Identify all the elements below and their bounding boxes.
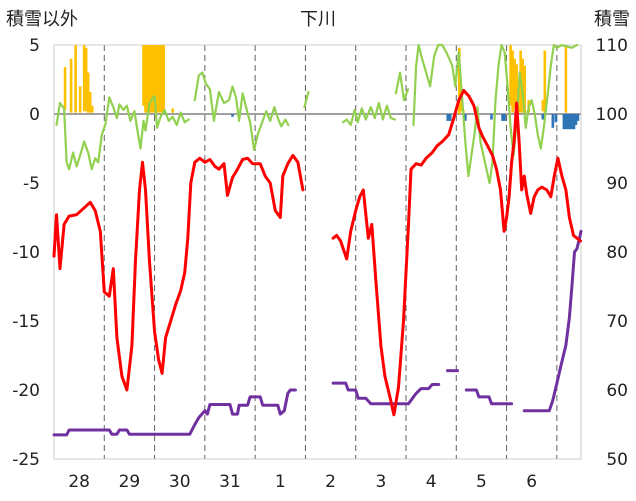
precip_bar-bar [446, 114, 450, 121]
data-lines [52, 43, 583, 437]
x-tick-label: 4 [426, 472, 437, 492]
snowfall-bar [154, 45, 157, 113]
y-tick-label-left: 0 [29, 105, 40, 125]
precip_bar-bar [464, 114, 467, 121]
y-tick-label-right: 50 [606, 450, 628, 470]
snowfall-bar [152, 45, 155, 113]
y-tick-label-left: -10 [12, 243, 40, 263]
x-tick-label: 1 [275, 472, 286, 492]
x-tick-label: 29 [119, 472, 141, 492]
snowfall-bar [144, 45, 147, 113]
precip_bar-bar [501, 114, 504, 121]
precip_bar-bar [562, 114, 566, 130]
precip_bar-bar [541, 114, 545, 120]
snowfall-bar [86, 72, 90, 113]
x-tick-label: 2 [325, 472, 336, 492]
snow_depth-line [464, 388, 514, 406]
y-tick-label-right: 110 [596, 36, 628, 56]
precip_bar-bar [231, 114, 234, 117]
snowfall-bar [541, 100, 545, 112]
y-tick-label-left: 5 [29, 36, 40, 56]
snowfall-bar [511, 50, 514, 113]
wind-line [412, 43, 579, 185]
wind-line [342, 101, 396, 127]
x-tick-label: 28 [68, 472, 90, 492]
snowfall-bar [513, 58, 516, 109]
precip_bar-bar [572, 114, 576, 130]
snow_depth-line [331, 381, 441, 406]
y-axis-label-right: 積雪 [594, 9, 630, 30]
precip_bar-bar [448, 114, 452, 121]
y-tick-label-right: 90 [606, 174, 628, 194]
snowfall-bar [171, 108, 174, 113]
snow_depth-line [522, 229, 583, 413]
x-tick-label: 30 [169, 472, 191, 492]
x-tick-label: 3 [375, 472, 386, 492]
wind-line [193, 71, 290, 151]
wind-line [394, 71, 410, 102]
precip_bar-bar [576, 114, 580, 121]
snowfall-bar [162, 45, 165, 112]
x-tick-label: 5 [476, 472, 487, 492]
x-ticks: 28 29 30 31 1 2 3 4 5 6 [68, 472, 537, 492]
precip_bar-bar [554, 114, 558, 123]
temperature-line [331, 89, 582, 417]
snowfall-bar [146, 45, 149, 113]
snowfall-bar [564, 45, 568, 113]
y-tick-label-left: -25 [12, 450, 40, 470]
snowfall-bar [458, 47, 461, 115]
snowfall-bar [148, 45, 151, 113]
snow_depth-line [52, 388, 297, 437]
wind-line [303, 90, 310, 109]
y-tick-label-right: 100 [596, 105, 628, 125]
chart-title: 下川 [300, 9, 336, 30]
grid [53, 44, 582, 460]
snowfall-bar [84, 47, 88, 112]
y-tick-label-right: 70 [606, 312, 628, 332]
precip_bar-bar [503, 114, 506, 121]
snowfall-bar [82, 45, 86, 112]
precip_bar-bar [564, 114, 568, 130]
temperature-line [52, 153, 305, 392]
snowfall-bar [69, 58, 73, 113]
y-ticks-right: 110 100 90 80 70 60 50 [596, 36, 628, 470]
precip_bar-bar [551, 114, 555, 128]
snowfall-bar [156, 45, 159, 113]
precip_bar-bar [574, 114, 578, 126]
x-tick-label: 6 [526, 472, 537, 492]
snowfall-bar [509, 45, 512, 106]
precip_bar-bar [490, 114, 493, 120]
wind-line [55, 95, 190, 171]
snowfall-bar [543, 50, 547, 113]
snowfall-bar [160, 45, 163, 113]
precip_bar-bar [566, 114, 570, 130]
snowfall-bar [90, 105, 94, 113]
plot-area [53, 44, 582, 460]
y-tick-label-left: -5 [23, 174, 40, 194]
snowfall-bars [63, 45, 568, 115]
snowfall-bar [74, 45, 77, 113]
snowfall-bar [158, 45, 161, 113]
snowfall-bar [515, 64, 518, 112]
snowfall-bar [525, 111, 528, 113]
y-axis-label-left: 積雪以外 [6, 9, 78, 30]
y-tick-label-right: 80 [606, 243, 628, 263]
y-ticks-left: 5 0 -5 -10 -15 -20 -25 [12, 36, 40, 470]
y-tick-label-left: -15 [12, 312, 40, 332]
snowfall-bar [523, 65, 526, 113]
snowfall-bar [150, 45, 153, 113]
precip_bar-bar [568, 114, 572, 130]
y-tick-label-left: -20 [12, 381, 40, 401]
precip-bars [231, 114, 580, 130]
snowfall-bar [78, 86, 82, 113]
x-tick-label: 31 [219, 472, 241, 492]
snowfall-bar [88, 91, 92, 113]
snowfall-bar [142, 45, 145, 106]
snowfall-bar [63, 67, 67, 110]
precip_bar-bar [570, 114, 574, 130]
y-tick-label-right: 60 [606, 381, 628, 401]
